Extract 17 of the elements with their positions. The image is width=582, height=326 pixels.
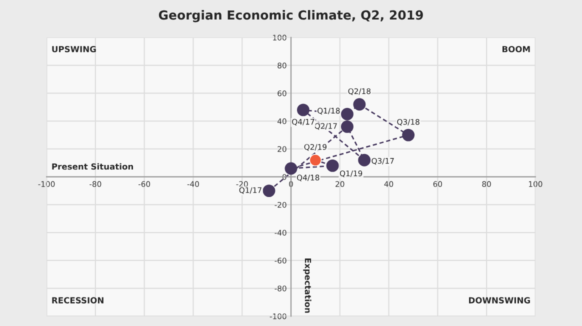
annotation: UPSWING xyxy=(52,46,96,52)
point xyxy=(296,104,310,116)
point xyxy=(358,154,371,166)
point xyxy=(353,98,366,111)
point xyxy=(309,154,322,166)
annotation: BOOM xyxy=(502,46,530,52)
y-axis-title: Expectation xyxy=(303,258,312,313)
point xyxy=(402,128,415,142)
point xyxy=(262,184,276,198)
annotation: RECESSION xyxy=(52,297,104,304)
point xyxy=(326,159,339,172)
x-axis-title: Present Situation xyxy=(52,163,133,170)
point xyxy=(340,108,354,120)
point xyxy=(340,120,354,133)
annotation: DOWNSWING xyxy=(469,297,530,304)
point xyxy=(284,162,298,175)
chart-title: Georgian Economic Climate, Q2, 2019 xyxy=(158,10,423,22)
